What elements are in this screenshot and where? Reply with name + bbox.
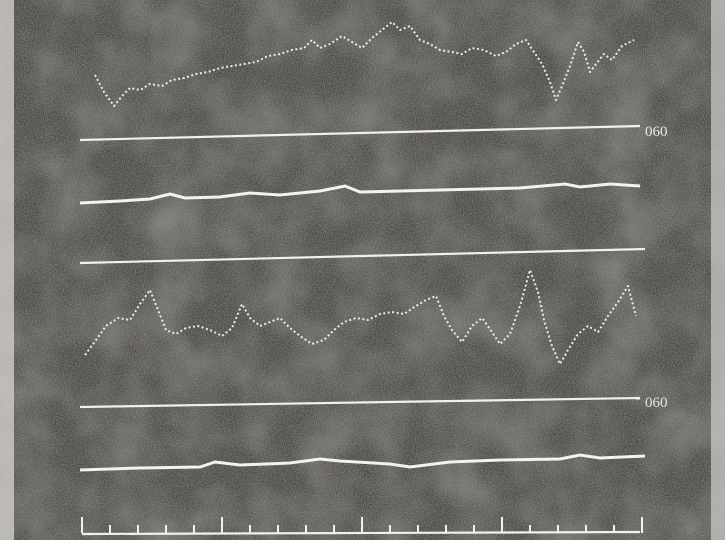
edge	[711, 0, 725, 540]
trace-label: 060	[645, 124, 668, 140]
baseline	[79, 124, 641, 142]
trace	[84, 269, 637, 365]
baseline	[79, 247, 646, 265]
baseline	[79, 182, 641, 205]
baseline	[79, 453, 646, 472]
baseline	[79, 396, 641, 409]
time-ticks	[81, 517, 643, 536]
trace	[94, 21, 635, 107]
trace-label: 060	[645, 395, 668, 411]
edge	[0, 0, 14, 540]
